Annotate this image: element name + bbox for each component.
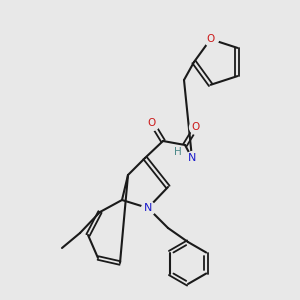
Text: O: O [206, 34, 215, 44]
Text: O: O [148, 118, 156, 128]
Text: N: N [144, 203, 152, 213]
Text: H: H [174, 147, 182, 157]
Text: O: O [192, 122, 200, 132]
Text: N: N [188, 153, 196, 163]
